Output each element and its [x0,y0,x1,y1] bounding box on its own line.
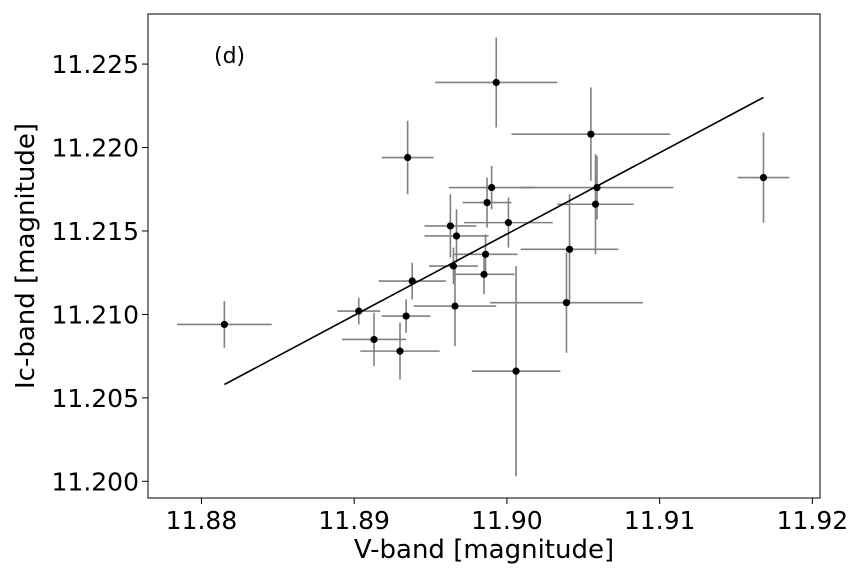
y-axis-label: Ic-band [magnitude] [11,123,41,389]
y-tick-label-5: 11.225 [52,50,139,79]
data-point-20 [587,130,595,138]
plot-frame [147,13,821,499]
data-point-12 [481,250,490,258]
fit-line [223,96,764,386]
data-point-11 [480,270,488,278]
y-tick-label-3: 11.215 [52,217,139,246]
data-point-4 [402,312,410,320]
x-tick-label-4: 11.92 [777,506,849,535]
data-point-5 [404,153,412,162]
panel-label: (d) [214,44,245,69]
data-point-7 [446,222,454,230]
data-point-18 [562,299,571,307]
data-point-19 [565,245,574,253]
data-point-13 [483,198,491,207]
data-point-15 [492,78,500,87]
x-axis-label: V-band [magnitude] [354,535,614,565]
data-point-0 [220,320,228,329]
y-axis-ticks: 11.200 11.205 11.210 11.215 11.220 11.225 [52,50,148,496]
marker-layer [220,78,768,375]
data-point-21 [591,200,600,208]
y-tick-label-0: 11.200 [52,467,139,496]
x-axis-ticks: 11.88 11.89 11.90 11.91 11.92 [166,498,848,535]
x-tick-label-0: 11.88 [166,506,238,535]
fit-line-layer [223,96,764,386]
y-tick-label-4: 11.220 [52,134,139,163]
data-point-6 [408,277,416,285]
data-point-1 [355,307,363,315]
data-point-2 [370,335,378,344]
data-point-22 [593,183,601,192]
data-point-16 [504,219,513,227]
y-tick-label-2: 11.210 [52,300,139,329]
x-tick-label-2: 11.90 [471,506,543,535]
data-point-9 [451,302,459,310]
data-point-14 [488,183,496,192]
y-tick-label-1: 11.205 [52,384,139,413]
data-point-3 [396,347,404,355]
x-tick-label-1: 11.89 [318,506,390,535]
data-point-23 [759,173,768,182]
data-point-8 [449,262,458,270]
data-point-17 [512,367,520,375]
x-tick-label-3: 11.91 [624,506,696,535]
data-point-10 [452,232,461,240]
